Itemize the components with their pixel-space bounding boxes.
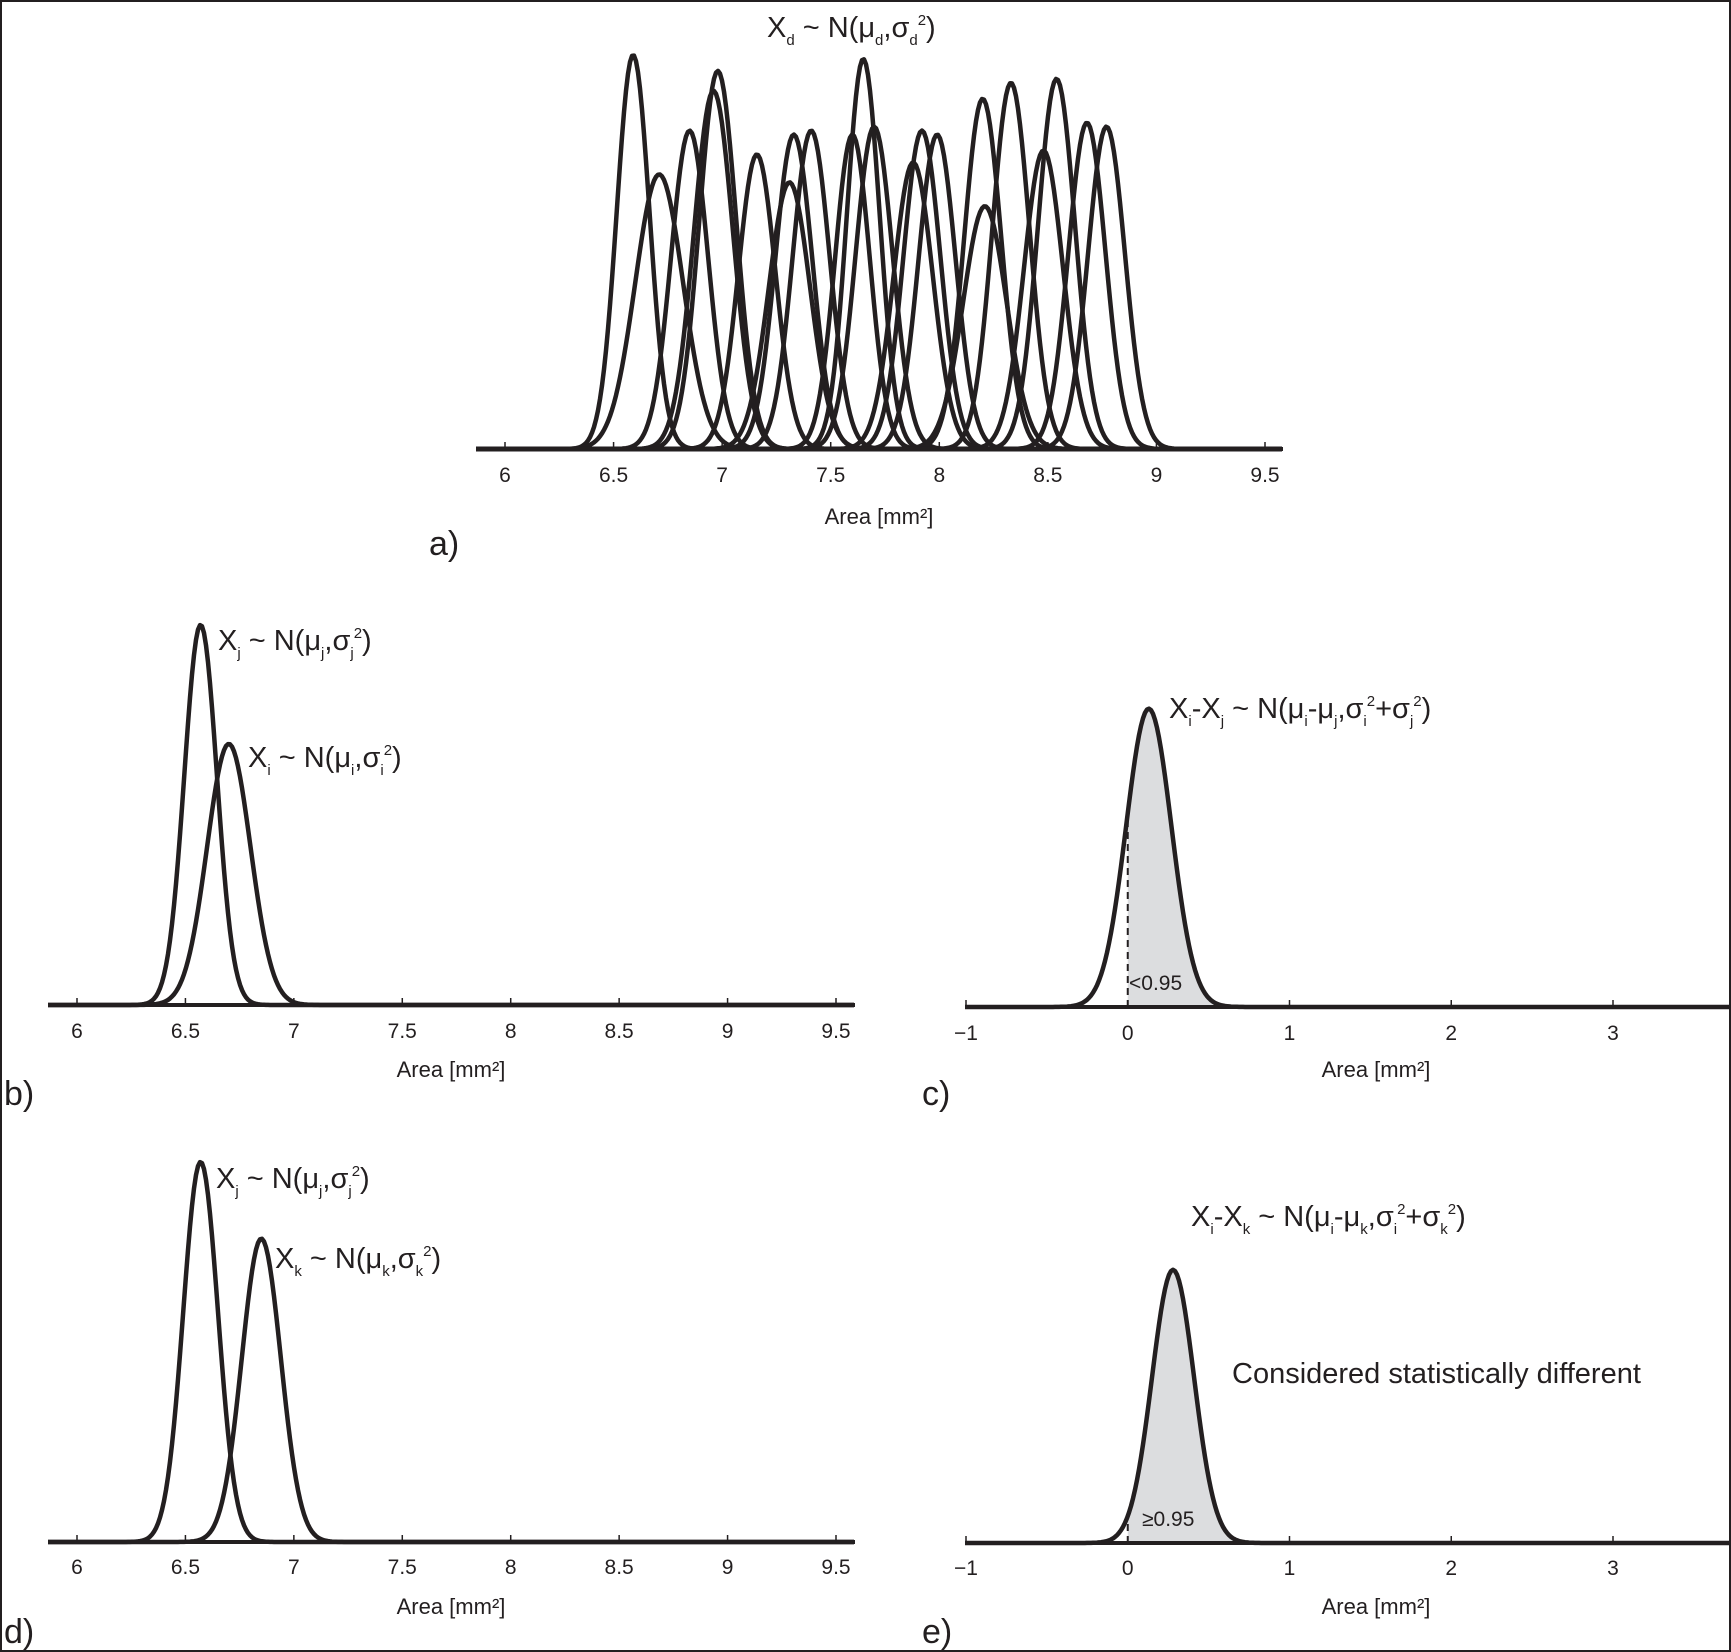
panel-d-annotation-j: Xj ~ N(μj,σj2) — [216, 1163, 370, 1200]
panel-e: −1 0 1 2 3 Area [mm²] e) ≥0.95 Considered st… — [922, 1201, 1731, 1651]
panel-e-label: e) — [922, 1613, 952, 1651]
panel-a-ticks: 6 6.5 7 7.5 8 8.5 9 9.5 — [499, 442, 1280, 487]
panel-c-curves — [964, 706, 1731, 1010]
panel-b-xlabel: Area [mm²] — [397, 1057, 506, 1082]
panel-b-tick-label-7: 9.5 — [821, 1020, 850, 1043]
panel-e-shaded-area — [1127, 1269, 1731, 1543]
panel-e-annotation: Xi-Xk ~ N(μi-μk,σi2+σk2) — [1191, 1201, 1466, 1238]
panel-e-tick-label-0: −1 — [954, 1557, 978, 1580]
panel-a-annotation: Xd ~ N(μd,σd2) — [767, 12, 936, 49]
panel-e-tick-label-4: 3 — [1607, 1557, 1619, 1580]
panel-b-ticks: 6 6.5 7 7.5 8 8.5 9 9.5 — [71, 998, 851, 1043]
panel-c-tick-label-4: 3 — [1607, 1022, 1619, 1045]
panel-d-annotation-k: Xk ~ N(μk,σk2) — [275, 1243, 441, 1280]
panel-b-tick-label-4: 8 — [505, 1020, 517, 1043]
panel-d-tick-label-5: 8.5 — [605, 1556, 634, 1579]
panel-c-shaded-area — [1127, 708, 1731, 1007]
panel-b-tick-label-2: 7 — [288, 1020, 300, 1043]
panel-e-curve-0 — [964, 1267, 1731, 1546]
panel-d-tick-label-1: 6.5 — [171, 1556, 200, 1579]
panel-b-annotation-j: Xj ~ N(μj,σj2) — [218, 625, 372, 662]
panel-e-tick-label-3: 2 — [1445, 1557, 1457, 1580]
panel-c-tick-label-2: 1 — [1284, 1022, 1296, 1045]
panel-b-tick-label-5: 8.5 — [605, 1020, 634, 1043]
panel-d-tick-label-7: 9.5 — [821, 1556, 850, 1579]
panel-b-tick-label-6: 9 — [722, 1020, 734, 1043]
panel-e-threshold-label: ≥0.95 — [1142, 1508, 1194, 1531]
panel-a-curves — [475, 53, 1283, 452]
panel-a-tick-label-7: 9.5 — [1250, 464, 1279, 487]
panel-c-tick-label-3: 2 — [1445, 1022, 1457, 1045]
panel-d-xlabel: Area [mm²] — [397, 1594, 506, 1619]
panel-b-curve-0 — [47, 622, 855, 1008]
panel-a-tick-label-4: 8 — [933, 464, 945, 487]
panel-d-tick-label-0: 6 — [71, 1556, 83, 1579]
panel-c-tick-label-0: −1 — [954, 1022, 978, 1045]
panel-b: 6 6.5 7 7.5 8 8.5 9 9.5 Area [mm²] b) Xj ~ N(μj… — [4, 622, 855, 1113]
panel-a-xlabel: Area [mm²] — [825, 504, 934, 529]
panel-c-ticks: −1 0 1 2 3 — [954, 1000, 1619, 1045]
panel-d-curve-0 — [47, 1159, 855, 1545]
panel-e-ticks: −1 0 1 2 3 — [954, 1536, 1619, 1580]
panel-d-tick-label-3: 7.5 — [388, 1556, 417, 1579]
panel-d-tick-label-2: 7 — [288, 1556, 300, 1579]
panel-d: 6 6.5 7 7.5 8 8.5 9 9.5 Area [mm²] d) Xj ~ N(μj… — [4, 1159, 855, 1651]
panel-d-curves — [47, 1159, 855, 1545]
panel-b-tick-label-0: 6 — [71, 1020, 83, 1043]
panel-d-label: d) — [4, 1613, 34, 1651]
panel-d-curve-1 — [47, 1236, 855, 1545]
panel-b-tick-label-1: 6.5 — [171, 1020, 200, 1043]
panel-a-tick-label-0: 6 — [499, 464, 511, 487]
panel-a-tick-label-1: 6.5 — [599, 464, 628, 487]
panel-e-tick-label-2: 1 — [1284, 1557, 1296, 1580]
panel-e-tick-label-1: 0 — [1122, 1557, 1134, 1580]
panel-e-note: Considered statistically different — [1232, 1358, 1641, 1390]
panel-a-label: a) — [429, 525, 459, 563]
panel-b-curve-1 — [47, 741, 855, 1008]
panel-a-tick-label-6: 9 — [1151, 464, 1163, 487]
panel-c: −1 0 1 2 3 Area [mm²] c) <0.95 Xi-Xj ~ N(μi-… — [922, 693, 1731, 1113]
panel-a-tick-label-2: 7 — [716, 464, 728, 487]
panel-a-tick-label-5: 8.5 — [1033, 464, 1062, 487]
panel-b-label: b) — [4, 1075, 34, 1113]
panel-b-curves — [47, 622, 855, 1008]
panel-c-xlabel: Area [mm²] — [1322, 1057, 1431, 1082]
panel-b-annotation-i: Xi ~ N(μi,σi2) — [248, 742, 402, 779]
panel-c-curve-0 — [964, 706, 1731, 1010]
panel-c-label: c) — [922, 1075, 950, 1113]
panel-c-tick-label-1: 0 — [1122, 1022, 1134, 1045]
panel-a-tick-label-3: 7.5 — [816, 464, 845, 487]
panel-d-tick-label-6: 9 — [722, 1556, 734, 1579]
panel-d-tick-label-4: 8 — [505, 1556, 517, 1579]
panel-b-tick-label-3: 7.5 — [388, 1020, 417, 1043]
panel-d-ticks: 6 6.5 7 7.5 8 8.5 9 9.5 — [71, 1535, 851, 1579]
panel-e-xlabel: Area [mm²] — [1322, 1594, 1431, 1619]
panel-a: 6 6.5 7 7.5 8 8.5 9 9.5 Area [mm²] a) Xd ~ N(μd… — [429, 12, 1283, 563]
panel-e-curves — [964, 1267, 1731, 1546]
panel-c-annotation: Xi-Xj ~ N(μi-μj,σi2+σj2) — [1169, 693, 1431, 730]
panel-c-threshold-label: <0.95 — [1129, 972, 1182, 995]
